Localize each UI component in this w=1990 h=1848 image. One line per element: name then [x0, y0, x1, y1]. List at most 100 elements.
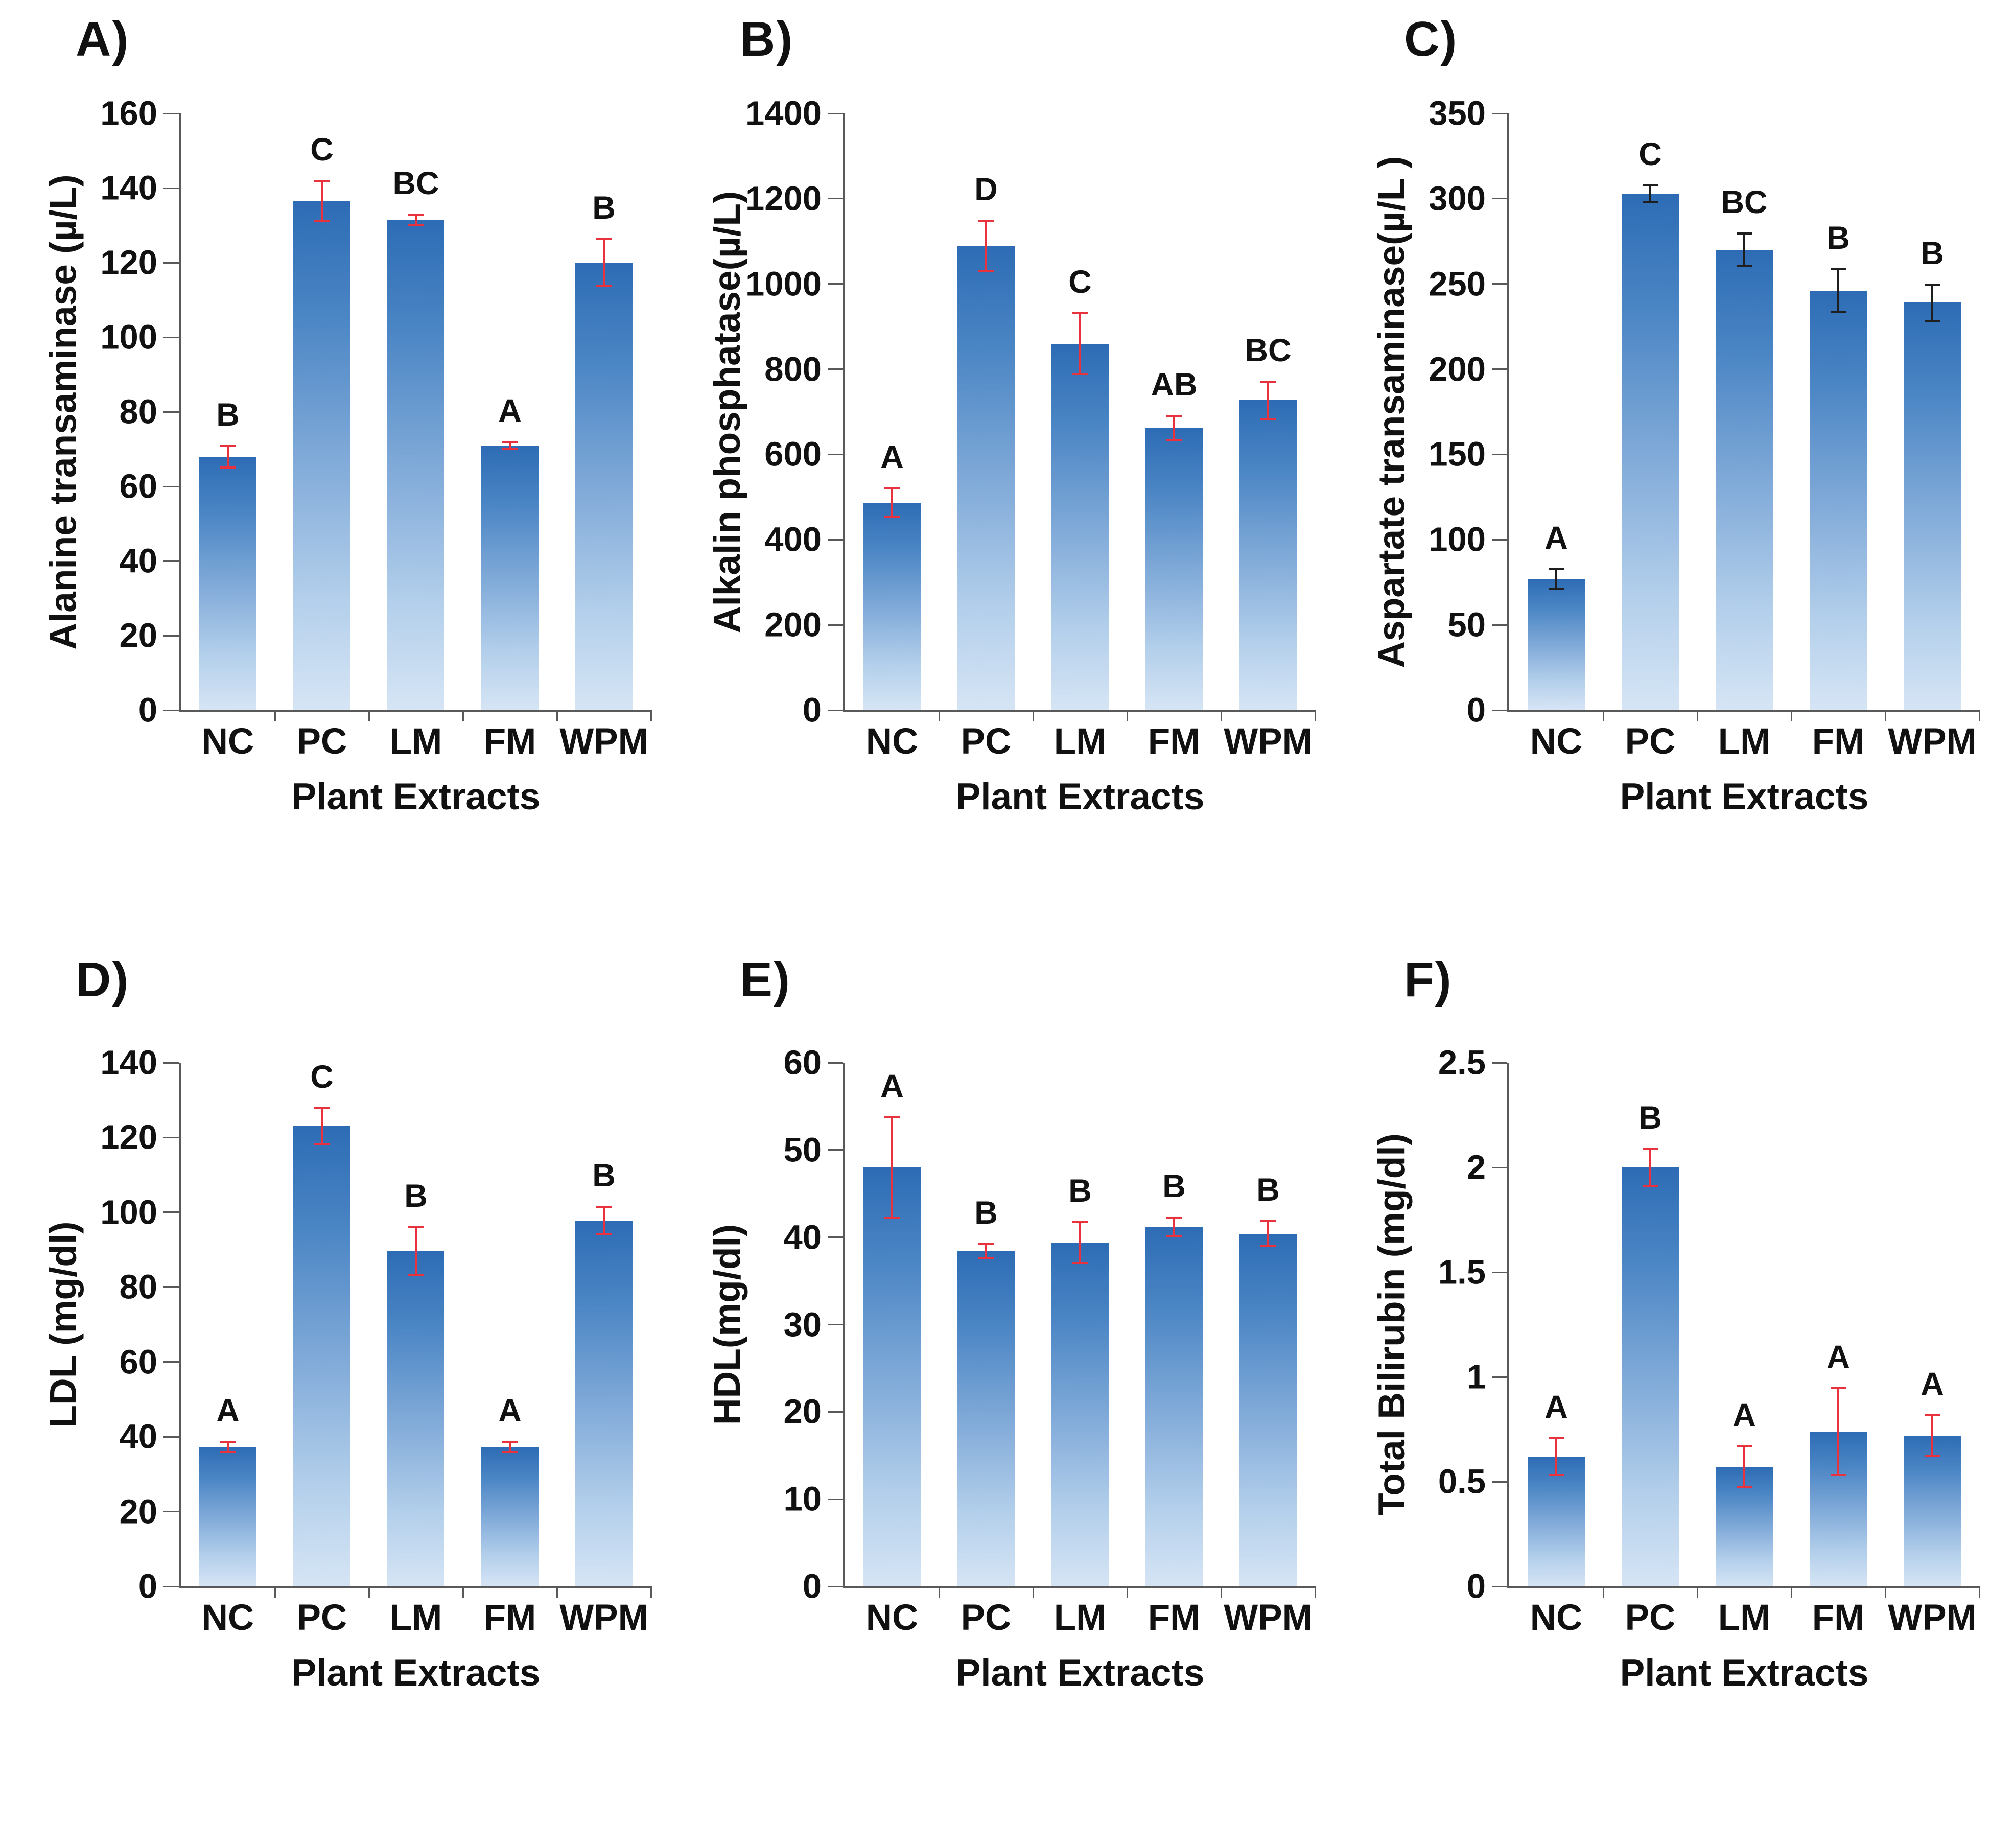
x-axis-boundary-tick	[462, 710, 464, 721]
y-tick-label: 140	[100, 169, 157, 207]
y-axis-title: LDL (mg/dl)	[39, 1063, 88, 1586]
plot-area-b: Alkalin phosphatase(µ/L) Plant Extracts …	[707, 97, 1316, 817]
error-bar-cap	[1166, 439, 1182, 441]
x-axis-boundary-tick	[274, 1586, 276, 1598]
x-axis-boundary-tick	[1126, 710, 1128, 721]
error-bar-cap	[502, 1451, 518, 1453]
y-tick-mark	[163, 1361, 179, 1363]
x-axis-boundary-tick	[1314, 1586, 1316, 1598]
x-tick-label-LM: LM	[1053, 721, 1107, 762]
y-tick-label: 120	[100, 243, 157, 282]
y-tick-mark	[1492, 1271, 1507, 1273]
error-bar-NC	[1555, 1437, 1557, 1476]
x-axis-boundary-tick	[1602, 1586, 1604, 1598]
significance-letter-LM: B	[1068, 1173, 1092, 1209]
error-bar-cap	[220, 1451, 236, 1453]
y-tick-label: 2	[1466, 1148, 1486, 1187]
y-tick-mark	[1492, 283, 1507, 285]
y-tick-label: 20	[783, 1392, 822, 1431]
bar-FM	[481, 1446, 539, 1586]
y-tick-label: 100	[100, 1193, 157, 1232]
y-tick-mark	[1492, 1481, 1507, 1483]
x-tick-label-PC: PC	[296, 1598, 347, 1638]
chart-panel-f: F) Total Bilirubin (mg/dl) Plant Extract…	[1328, 924, 1990, 1848]
x-tick-label-WPM: WPM	[559, 721, 648, 762]
y-axis-title-text: Alanine transaminase (µ/L)	[42, 174, 84, 650]
y-tick-mark	[1492, 1062, 1507, 1064]
y-tick-label: 1000	[745, 265, 822, 303]
error-bar-cap	[1831, 1473, 1846, 1476]
bar-LM	[387, 220, 444, 710]
bar-WPM	[1239, 1233, 1297, 1586]
error-bar-LM	[1743, 1446, 1745, 1488]
y-tick-mark	[163, 1211, 179, 1213]
error-bar-FM	[1837, 268, 1839, 313]
significance-letter-LM: A	[1733, 1397, 1756, 1434]
error-bar-cap	[1643, 184, 1658, 187]
y-axis-title-text: Alkalin phosphatase(µ/L)	[707, 191, 748, 633]
y-tick-label: 0	[802, 1567, 822, 1606]
error-bar-cap	[502, 441, 518, 443]
significance-letter-WPM: B	[1921, 235, 1944, 271]
x-tick-label-NC: NC	[865, 1598, 919, 1638]
error-bar-cap	[1643, 1148, 1658, 1151]
y-tick-mark	[1492, 1166, 1507, 1168]
error-bar-cap	[596, 285, 612, 288]
error-bar-LM	[1079, 313, 1081, 375]
y-tick-mark	[828, 539, 843, 541]
error-bar-cap	[408, 1273, 424, 1276]
x-tick-label-PC: PC	[296, 721, 347, 762]
y-tick-mark	[828, 1149, 843, 1151]
significance-letter-WPM: BC	[1245, 332, 1292, 368]
error-bar-cap	[1072, 372, 1088, 375]
significance-letter-WPM: A	[1921, 1366, 1944, 1402]
significance-letter-LM: C	[1068, 264, 1092, 300]
error-bar-WPM	[1267, 381, 1269, 419]
y-tick-mark	[163, 112, 179, 114]
y-tick-label: 60	[119, 467, 157, 506]
error-bar-cap	[1166, 414, 1182, 417]
y-tick-mark	[828, 624, 843, 626]
error-bar-cap	[1549, 1473, 1564, 1476]
x-axis-boundary-tick	[1790, 1586, 1792, 1598]
y-axis-title-text: Aspartate transaminase(µ/L )	[1371, 155, 1413, 668]
significance-letter-LM: BC	[1721, 184, 1768, 220]
x-axis-boundary-tick	[1032, 710, 1034, 721]
x-tick-label-LM: LM	[389, 1598, 442, 1638]
error-bar-LM	[415, 1226, 417, 1275]
error-bar-cap	[408, 1226, 424, 1228]
error-bar-cap	[1925, 320, 1940, 322]
error-bar-cap	[1549, 588, 1564, 590]
error-bar-cap	[408, 214, 424, 216]
x-axis-boundary-tick	[1126, 1586, 1128, 1598]
bar-WPM	[1904, 302, 1961, 710]
error-bar-cap	[314, 1107, 330, 1109]
x-axis-boundary-tick	[1696, 710, 1698, 721]
bar-NC	[199, 1446, 256, 1586]
y-tick-label: 160	[100, 94, 157, 133]
panel-label-a: A)	[76, 12, 130, 66]
y-tick-label: 50	[783, 1131, 822, 1169]
y-tick-mark	[163, 1062, 179, 1064]
x-axis-boundary-tick	[274, 710, 276, 721]
error-bar-cap	[1737, 1486, 1752, 1489]
x-tick-label-FM: FM	[1148, 1598, 1201, 1638]
significance-letter-PC: B	[1638, 1100, 1662, 1136]
error-bar-LM	[1743, 232, 1745, 267]
y-tick-label: 10	[783, 1480, 822, 1518]
y-tick-label: 0	[1466, 691, 1486, 730]
y-tick-label: 60	[783, 1043, 822, 1082]
x-axis-boundary-tick	[650, 1586, 652, 1598]
plot-area-d: LDL (mg/dl) Plant Extracts 0 20 40 60 80 100 1…	[43, 1046, 652, 1694]
error-bar-FM	[509, 441, 511, 449]
x-axis-boundary-tick	[368, 1586, 370, 1598]
y-tick-mark	[828, 453, 843, 455]
error-bar-NC	[891, 1116, 893, 1219]
error-bar-WPM	[1267, 1221, 1269, 1247]
y-tick-mark	[163, 1136, 179, 1138]
y-tick-label: 800	[764, 350, 822, 389]
x-tick-label-FM: FM	[1812, 1598, 1865, 1638]
x-axis-title: Plant Extracts	[1620, 776, 1869, 817]
bar-FM	[1810, 291, 1867, 710]
y-tick-label: 120	[100, 1118, 157, 1157]
